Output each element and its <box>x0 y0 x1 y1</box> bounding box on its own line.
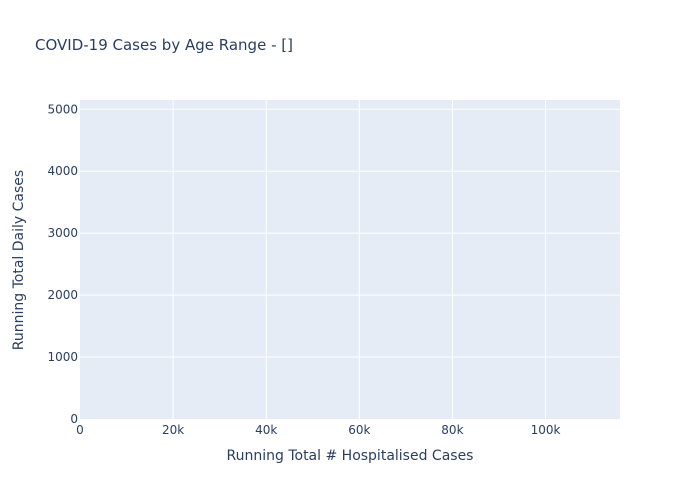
x-tick-label: 80k <box>441 423 463 437</box>
chart-title: COVID-19 Cases by Age Range - [] <box>35 36 293 54</box>
plot-area <box>80 100 620 419</box>
x-tick-label: 0 <box>76 423 84 437</box>
x-tick-label: 60k <box>348 423 370 437</box>
x-tick-label: 100k <box>531 423 561 437</box>
y-tick-label: 5000 <box>47 102 78 116</box>
x-tick-label: 20k <box>162 423 184 437</box>
x-axis-title: Running Total # Hospitalised Cases <box>227 448 474 464</box>
y-axis-title: Running Total Daily Cases <box>11 170 27 350</box>
x-axis-ticks: 0 20k 40k 60k 80k 100k <box>76 423 560 437</box>
y-tick-label: 4000 <box>47 164 78 178</box>
y-tick-label: 1000 <box>47 350 78 364</box>
y-axis-ticks: 0 1000 2000 3000 4000 5000 <box>47 102 78 426</box>
x-grid <box>172 100 547 419</box>
y-grid <box>80 108 620 358</box>
x-tick-label: 40k <box>255 423 277 437</box>
y-tick-label: 0 <box>70 412 78 426</box>
y-tick-label: 3000 <box>47 226 78 240</box>
y-tick-label: 2000 <box>47 288 78 302</box>
